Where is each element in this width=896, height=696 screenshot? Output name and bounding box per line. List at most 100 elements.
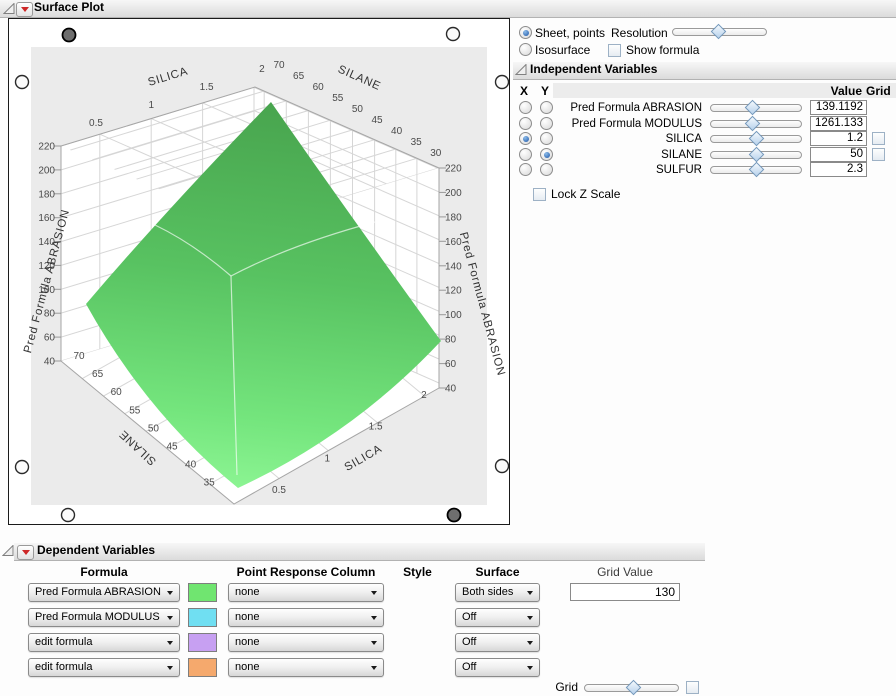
iv-grid-checkbox[interactable] [872, 148, 885, 161]
iv-row-slider-thumb[interactable] [748, 146, 765, 163]
isosurface-radio[interactable] [519, 43, 532, 56]
svg-text:55: 55 [332, 93, 344, 104]
svg-text:160: 160 [38, 213, 55, 224]
formula-dropdown[interactable]: edit formula [28, 633, 180, 652]
svg-text:40: 40 [44, 357, 56, 368]
grid-slider-checkbox[interactable] [686, 681, 699, 694]
svg-text:80: 80 [44, 309, 56, 320]
plot-handle-open[interactable] [14, 459, 30, 475]
iv-x-radio[interactable] [519, 101, 532, 114]
svg-text:2: 2 [259, 64, 265, 75]
iv-value-input[interactable]: 50 [810, 147, 867, 162]
surface-dropdown[interactable]: Both sides [455, 583, 540, 602]
svg-text:0.5: 0.5 [89, 118, 103, 129]
svg-text:120: 120 [38, 261, 55, 272]
iv-value-input[interactable]: 139.1192 [810, 100, 867, 115]
surface-dropdown[interactable]: Off [455, 633, 540, 652]
svg-text:35: 35 [204, 478, 216, 489]
surface-plot-title: Surface Plot [34, 0, 105, 14]
iv-row-name: Pred Formula ABRASION [570, 102, 702, 114]
iv-col-y: Y [541, 84, 550, 98]
surface-color-swatch[interactable] [188, 583, 217, 602]
iv-x-radio[interactable] [519, 117, 532, 130]
sheet-points-radio[interactable] [519, 26, 532, 39]
iv-x-radio[interactable] [519, 148, 532, 161]
svg-text:35: 35 [411, 137, 423, 148]
grid-slider-thumb[interactable] [625, 679, 642, 696]
surface-plot-3d[interactable]: 2202001801601401201008060402202001801601… [9, 19, 509, 524]
iv-x-radio[interactable] [519, 163, 532, 176]
plot-handle-filled[interactable] [446, 507, 462, 523]
iv-row-slider-thumb[interactable] [744, 99, 761, 116]
resolution-slider-thumb[interactable] [710, 23, 727, 40]
show-formula-checkbox[interactable] [608, 44, 621, 57]
svg-text:80: 80 [445, 335, 457, 346]
iv-row-slider-thumb[interactable] [744, 115, 761, 132]
svg-text:65: 65 [92, 369, 104, 380]
surface-abrasion[interactable] [86, 102, 441, 488]
iv-y-radio[interactable] [540, 101, 553, 114]
svg-text:220: 220 [445, 164, 462, 175]
point-response-dropdown[interactable]: none [228, 658, 384, 677]
dv-col-formula: Formula [80, 565, 128, 579]
svg-text:160: 160 [445, 237, 462, 248]
plot-handle-open[interactable] [60, 507, 76, 523]
iv-y-radio[interactable] [540, 117, 553, 130]
formula-dropdown[interactable]: Pred Formula ABRASION [28, 583, 180, 602]
svg-text:70: 70 [73, 351, 85, 362]
iv-row-name: Pred Formula MODULUS [571, 118, 702, 130]
grid-slider-label: Grid [555, 680, 578, 694]
svg-text:45: 45 [166, 442, 178, 453]
formula-dropdown[interactable]: Pred Formula MODULUS [28, 608, 180, 627]
dependent-variables-title: Dependent Variables [37, 543, 156, 557]
svg-text:60: 60 [111, 387, 123, 398]
plot-handle-filled[interactable] [61, 27, 77, 43]
surface-plot-menu-button[interactable] [16, 2, 33, 17]
lock-z-scale-checkbox[interactable] [533, 188, 546, 201]
disclosure-triangle-icon[interactable] [515, 64, 527, 76]
iv-value-input[interactable]: 1261.133 [810, 116, 867, 131]
disclosure-triangle-icon[interactable] [3, 3, 15, 15]
formula-dropdown[interactable]: edit formula [28, 658, 180, 677]
iv-y-radio[interactable] [540, 132, 553, 145]
dependent-variables-menu-button[interactable] [17, 545, 34, 560]
iv-value-input[interactable]: 2.3 [810, 162, 867, 177]
plot-handle-open[interactable] [445, 26, 461, 42]
svg-text:40: 40 [445, 384, 457, 395]
point-response-dropdown[interactable]: none [228, 583, 384, 602]
surface-color-swatch[interactable] [188, 633, 217, 652]
svg-text:70: 70 [273, 60, 285, 71]
svg-text:30: 30 [430, 148, 442, 159]
surface-mesh-lines [154, 221, 376, 476]
surface-plot-panel[interactable]: 220 200 180 160 140 120 100 80 60 40 220 200 180 160 1… [8, 18, 510, 525]
iv-row-slider-thumb[interactable] [748, 130, 765, 147]
grid-value-input[interactable]: 130 [570, 583, 680, 601]
surface-dropdown[interactable]: Off [455, 608, 540, 627]
iv-grid-checkbox[interactable] [872, 132, 885, 145]
svg-text:120: 120 [445, 286, 462, 297]
plot-handle-open[interactable] [14, 74, 30, 90]
plot-handle-open[interactable] [494, 74, 509, 90]
svg-text:1: 1 [149, 100, 155, 111]
point-response-dropdown[interactable]: none [228, 633, 384, 652]
iv-row-name: SULFUR [655, 164, 702, 176]
iv-row-slider-thumb[interactable] [748, 161, 765, 178]
iv-y-radio[interactable] [540, 148, 553, 161]
iv-table-header-band [553, 83, 896, 98]
show-formula-label: Show formula [626, 43, 700, 57]
plot-handle-open[interactable] [494, 458, 509, 474]
point-response-dropdown[interactable]: none [228, 608, 384, 627]
dv-col-grid-value: Grid Value [597, 565, 653, 579]
disclosure-triangle-icon[interactable] [2, 545, 14, 557]
svg-text:0.5: 0.5 [272, 485, 286, 496]
dependent-variables-header-bar [14, 543, 705, 561]
surface-dropdown[interactable]: Off [455, 658, 540, 677]
svg-text:65: 65 [293, 71, 305, 82]
iv-value-input[interactable]: 1.2 [810, 131, 867, 146]
iv-y-radio[interactable] [540, 163, 553, 176]
iv-col-x: X [520, 84, 529, 98]
iv-x-radio[interactable] [519, 132, 532, 145]
surface-color-swatch[interactable] [188, 608, 217, 627]
iv-row-name: SILICA [665, 133, 702, 145]
surface-color-swatch[interactable] [188, 658, 217, 677]
